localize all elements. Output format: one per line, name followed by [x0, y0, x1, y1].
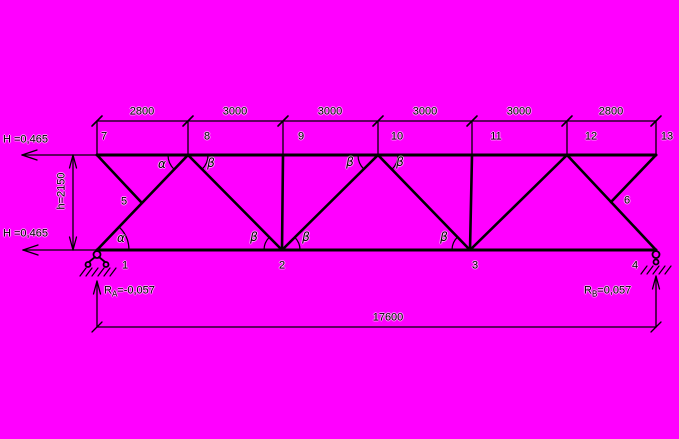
node-label-13: 13: [660, 130, 674, 143]
angle-beta-node3: β: [440, 230, 448, 244]
force-arrow-h-bottom: [22, 244, 98, 256]
ground-hatching-left: [79, 267, 117, 277]
pin-support-left: [79, 250, 117, 277]
member-label-5: 5: [120, 195, 128, 208]
node-label-12: 12: [584, 130, 598, 143]
roller-support-right: [640, 250, 672, 275]
member-label-6: 6: [623, 194, 631, 207]
node-label-4: 4: [631, 259, 639, 272]
angle-alpha-node8: α: [158, 157, 166, 171]
angle-beta-node10-left: β: [346, 155, 354, 169]
height-dimension-line: [68, 154, 78, 251]
reaction-left-symbol: R: [104, 284, 112, 297]
dimension-tick-marks: [91, 115, 662, 127]
panel-dim-4: 3000: [412, 105, 438, 118]
total-span-label: 17600: [372, 311, 404, 324]
angle-arcs: [118, 154, 459, 251]
force-arrow-h-top: [21, 149, 98, 161]
ground-hatching-right: [640, 265, 672, 275]
reaction-right-value: =0,057: [597, 284, 632, 297]
node-label-8: 8: [203, 130, 211, 143]
bottom-dimension-line: [91, 276, 662, 333]
top-dimension-line: [91, 115, 662, 156]
load-h-top-label: H =0,465: [3, 133, 48, 146]
reaction-right-symbol: R: [584, 284, 592, 297]
node-label-2: 2: [278, 259, 286, 272]
node-label-11: 11: [490, 130, 502, 143]
load-h-bottom-label: H =0,465: [3, 227, 48, 240]
angle-beta-node8: β: [207, 156, 215, 170]
angle-beta-node2-right: β: [302, 230, 310, 244]
reaction-left-label: RA=-0,057: [104, 284, 155, 299]
node-label-9: 9: [297, 130, 305, 143]
reaction-left-value: =-0,057: [117, 284, 155, 297]
reaction-arrow-right: [651, 275, 661, 290]
panel-dim-1: 2800: [129, 105, 155, 118]
reaction-arrow-left: [92, 280, 102, 295]
node-label-3: 3: [471, 259, 479, 272]
angle-beta-node2-left: β: [250, 230, 258, 244]
angle-beta-node10-right: β: [396, 155, 404, 169]
panel-dim-5: 3000: [506, 105, 532, 118]
reaction-right-label: RB=0,057: [584, 284, 632, 299]
node-label-1: 1: [121, 259, 129, 272]
height-dimension-label: h=2150: [55, 172, 68, 210]
reaction-left-subscript: A: [111, 289, 118, 299]
panel-dim-6: 2800: [598, 105, 624, 118]
panel-dim-2: 3000: [222, 105, 248, 118]
reaction-right-subscript: B: [591, 289, 598, 299]
angle-alpha-node1: α: [117, 231, 125, 245]
node-label-10: 10: [390, 130, 404, 143]
truss-diagonals-and-verticals: [95, 153, 658, 252]
node-label-7: 7: [100, 130, 108, 143]
panel-dim-3: 3000: [317, 105, 343, 118]
